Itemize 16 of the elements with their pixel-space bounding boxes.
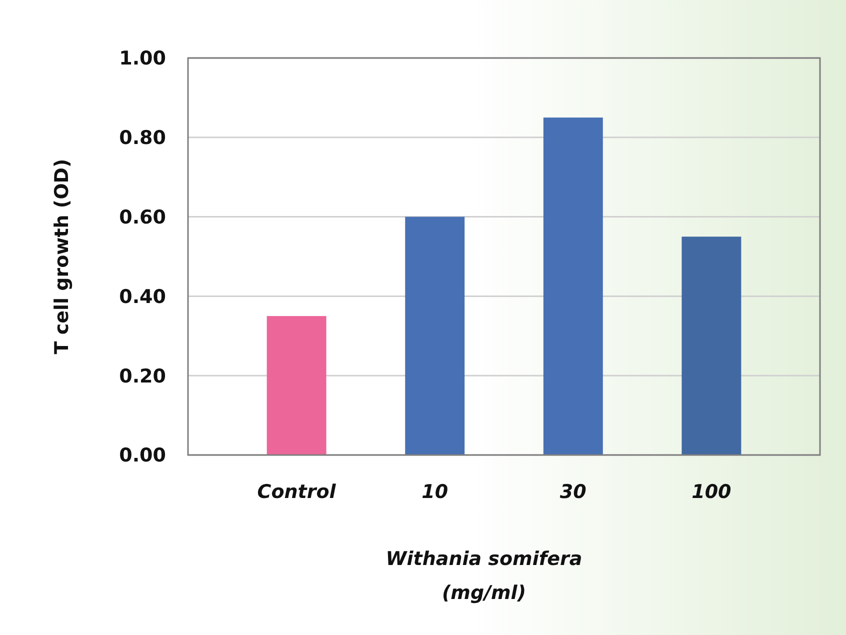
y-tick-label: 0.00	[119, 444, 166, 467]
x-tick-label: 30	[560, 481, 586, 503]
bar	[543, 118, 603, 455]
x-axis-title: Withania somifera (mg/ml)	[386, 548, 582, 604]
y-tick-label: 0.60	[119, 206, 166, 228]
x-tick-label: Control	[257, 481, 336, 503]
x-tick-label: 10	[422, 481, 448, 503]
y-axis-title: T cell growth (OD)	[51, 158, 73, 354]
y-tick-label: 1.00	[119, 48, 166, 70]
bar	[682, 236, 742, 455]
bar	[405, 216, 465, 455]
bar	[266, 316, 326, 455]
y-tick-label: 0.80	[119, 127, 166, 150]
y-tick-label: 0.20	[119, 365, 166, 388]
y-tick-label: 0.40	[119, 286, 166, 308]
x-tick-label: 100	[692, 481, 732, 503]
